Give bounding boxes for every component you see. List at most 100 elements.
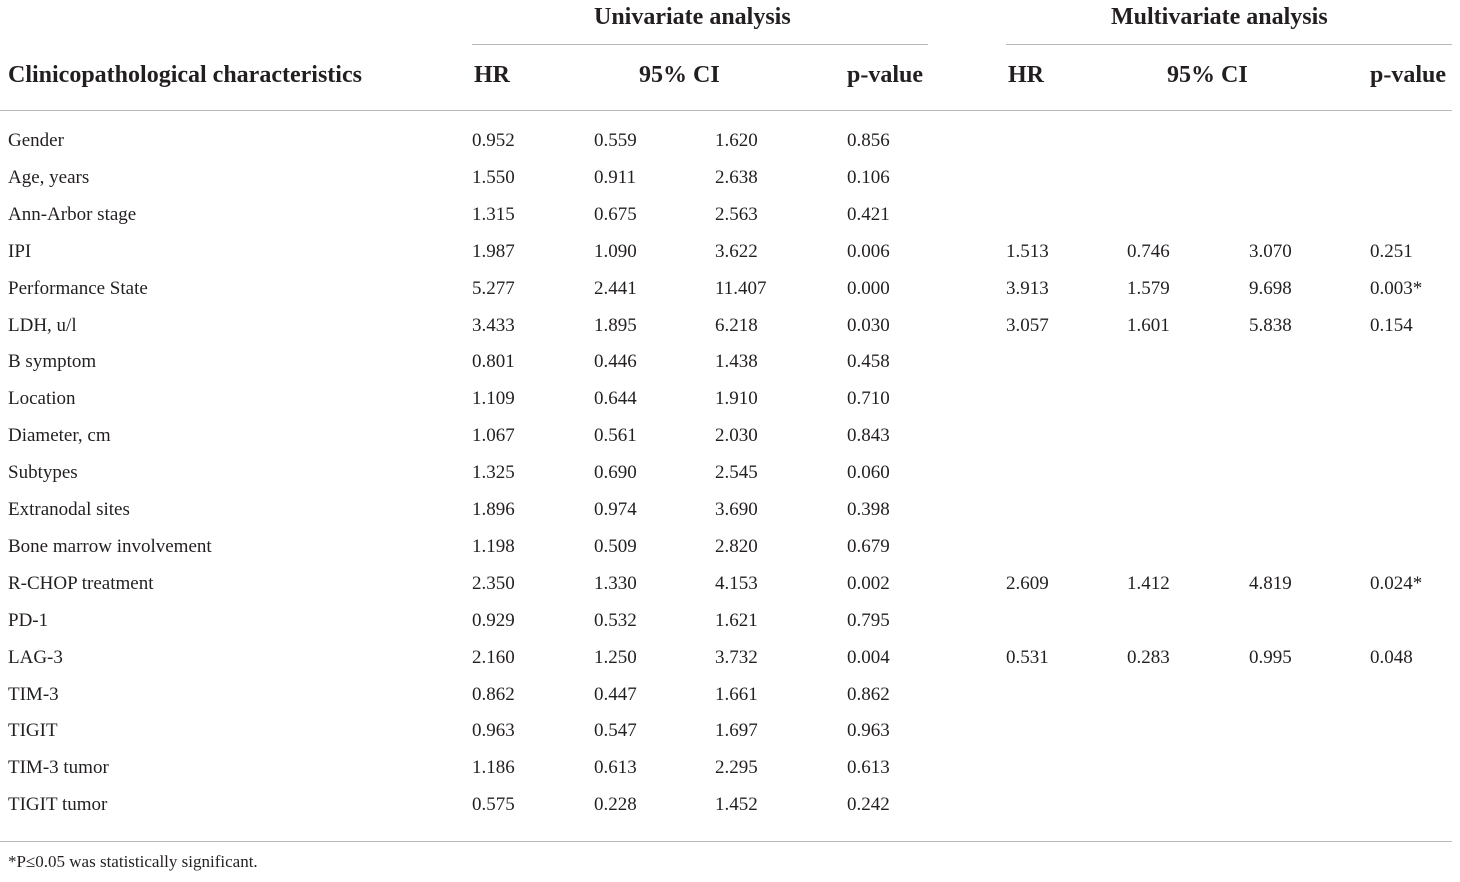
characteristic-cell: LAG-3 <box>8 646 63 668</box>
univariate-ci-upper-cell: 4.153 <box>715 572 758 594</box>
univariate-ci-upper-cell: 11.407 <box>715 277 767 299</box>
univariate-ci-upper-cell: 3.622 <box>715 240 758 262</box>
univariate-ci-lower-cell: 0.559 <box>594 130 637 151</box>
characteristic-cell: Gender <box>8 130 64 151</box>
univariate-ci-upper-cell: 1.621 <box>715 609 758 631</box>
univariate-ci-lower-cell: 1.090 <box>594 240 637 262</box>
univariate-hr-cell: 1.067 <box>472 425 515 447</box>
univariate-hr-cell: 0.575 <box>472 794 515 816</box>
univariate-p-cell: 0.421 <box>847 203 890 225</box>
univariate-p-cell: 0.843 <box>847 425 890 447</box>
multivariate-p-cell: 0.251 <box>1370 240 1413 262</box>
univariate-p-cell: 0.000 <box>847 277 890 299</box>
univariate-hr-cell: 0.952 <box>472 130 515 151</box>
univariate-ci-lower-cell: 0.675 <box>594 203 637 225</box>
multivariate-ci-lower-cell: 0.283 <box>1127 646 1170 668</box>
univariate-ci-upper-cell: 3.690 <box>715 499 758 520</box>
multivariate-p-cell: 0.024* <box>1370 572 1423 594</box>
univariate-ci-lower-cell: 0.228 <box>594 794 637 816</box>
table-bottom-rule <box>0 841 1452 842</box>
univariate-hr-cell: 3.433 <box>472 314 515 336</box>
multivariate-ci-column-header: 95% CI <box>1167 62 1248 88</box>
univariate-hr-cell: 5.277 <box>472 277 515 299</box>
univariate-hr-column-header: HR <box>474 62 510 88</box>
univariate-p-cell: 0.679 <box>847 535 890 557</box>
univariate-ci-upper-cell: 1.452 <box>715 794 758 816</box>
characteristic-cell: Diameter, cm <box>8 425 111 447</box>
univariate-p-cell: 0.613 <box>847 757 890 779</box>
characteristic-cell: TIGIT <box>8 720 58 742</box>
univariate-ci-lower-cell: 0.644 <box>594 388 637 410</box>
characteristic-cell: TIM-3 tumor <box>8 757 109 779</box>
univariate-p-cell: 0.862 <box>847 683 890 705</box>
multivariate-p-cell: 0.048 <box>1370 646 1413 668</box>
multivariate-p-column-header: p-value <box>1370 62 1447 88</box>
characteristic-cell: R-CHOP treatment <box>8 572 154 594</box>
univariate-ci-upper-cell: 6.218 <box>715 314 758 336</box>
univariate-ci-upper-cell: 1.910 <box>715 388 758 410</box>
univariate-group-header: Univariate analysis <box>594 4 791 30</box>
univariate-hr-cell: 1.325 <box>472 462 515 484</box>
univariate-ci-lower-cell: 0.690 <box>594 462 637 484</box>
characteristic-cell: B symptom <box>8 351 97 373</box>
multivariate-hr-cell: 3.913 <box>1006 277 1049 299</box>
univariate-ci-lower-cell: 0.532 <box>594 609 637 631</box>
univariate-hr-cell: 1.109 <box>472 388 515 410</box>
multivariate-group-rule <box>1006 44 1452 45</box>
univariate-hr-cell: 0.862 <box>472 683 515 705</box>
multivariate-hr-cell: 0.531 <box>1006 646 1049 668</box>
univariate-ci-column-header: 95% CI <box>639 62 720 88</box>
univariate-hr-cell: 2.350 <box>472 572 515 594</box>
univariate-ci-lower-cell: 1.250 <box>594 646 637 668</box>
univariate-p-cell: 0.030 <box>847 314 890 336</box>
univariate-ci-upper-cell: 1.438 <box>715 351 758 373</box>
characteristic-cell: Location <box>8 388 76 410</box>
univariate-hr-cell: 1.198 <box>472 535 515 557</box>
multivariate-ci-upper-cell: 0.995 <box>1249 646 1292 668</box>
characteristic-column-header: Clinicopathological characteristics <box>8 62 362 88</box>
univariate-ci-lower-cell: 0.911 <box>594 166 637 188</box>
multivariate-hr-cell: 2.609 <box>1006 572 1049 594</box>
multivariate-hr-column-header: HR <box>1008 62 1044 88</box>
univariate-ci-lower-cell: 0.974 <box>594 499 637 520</box>
univariate-hr-cell: 0.929 <box>472 609 515 631</box>
header-bottom-rule <box>0 110 1452 111</box>
univariate-p-cell: 0.963 <box>847 720 890 742</box>
characteristic-cell: Age, years <box>8 166 90 188</box>
univariate-hr-cell: 1.896 <box>472 499 515 520</box>
univariate-hr-cell: 1.186 <box>472 757 515 779</box>
characteristic-cell: TIGIT tumor <box>8 794 108 816</box>
univariate-p-cell: 0.795 <box>847 609 890 631</box>
characteristic-cell: Bone marrow involvement <box>8 535 212 557</box>
univariate-p-cell: 0.002 <box>847 572 890 594</box>
univariate-hr-cell: 0.963 <box>472 720 515 742</box>
multivariate-ci-upper-cell: 5.838 <box>1249 314 1292 336</box>
characteristic-cell: TIM-3 <box>8 683 59 705</box>
multivariate-group-header: Multivariate analysis <box>1111 4 1328 30</box>
univariate-ci-upper-cell: 1.661 <box>715 683 758 705</box>
multivariate-p-cell: 0.154 <box>1370 314 1413 336</box>
univariate-ci-lower-cell: 0.509 <box>594 535 637 557</box>
univariate-p-column-header: p-value <box>847 62 924 88</box>
univariate-ci-lower-cell: 0.561 <box>594 425 637 447</box>
multivariate-ci-upper-cell: 3.070 <box>1249 240 1292 262</box>
univariate-ci-lower-cell: 0.613 <box>594 757 637 779</box>
characteristic-cell: PD-1 <box>8 609 49 631</box>
characteristic-cell: Subtypes <box>8 462 78 484</box>
univariate-p-cell: 0.006 <box>847 240 890 262</box>
univariate-p-cell: 0.710 <box>847 388 890 410</box>
univariate-ci-upper-cell: 2.295 <box>715 757 758 779</box>
multivariate-p-cell: 0.003* <box>1370 277 1423 299</box>
univariate-ci-upper-cell: 2.638 <box>715 166 758 188</box>
univariate-ci-upper-cell: 1.620 <box>715 130 758 151</box>
univariate-p-cell: 0.060 <box>847 462 890 484</box>
univariate-ci-upper-cell: 3.732 <box>715 646 758 668</box>
multivariate-ci-upper-cell: 4.819 <box>1249 572 1292 594</box>
univariate-ci-lower-cell: 0.446 <box>594 351 637 373</box>
univariate-p-cell: 0.004 <box>847 646 890 668</box>
univariate-p-cell: 0.242 <box>847 794 890 816</box>
multivariate-ci-lower-cell: 1.601 <box>1127 314 1170 336</box>
univariate-hr-cell: 2.160 <box>472 646 515 668</box>
univariate-ci-upper-cell: 1.697 <box>715 720 758 742</box>
table-footnote: *P≤0.05 was statistically significant. <box>8 852 258 871</box>
